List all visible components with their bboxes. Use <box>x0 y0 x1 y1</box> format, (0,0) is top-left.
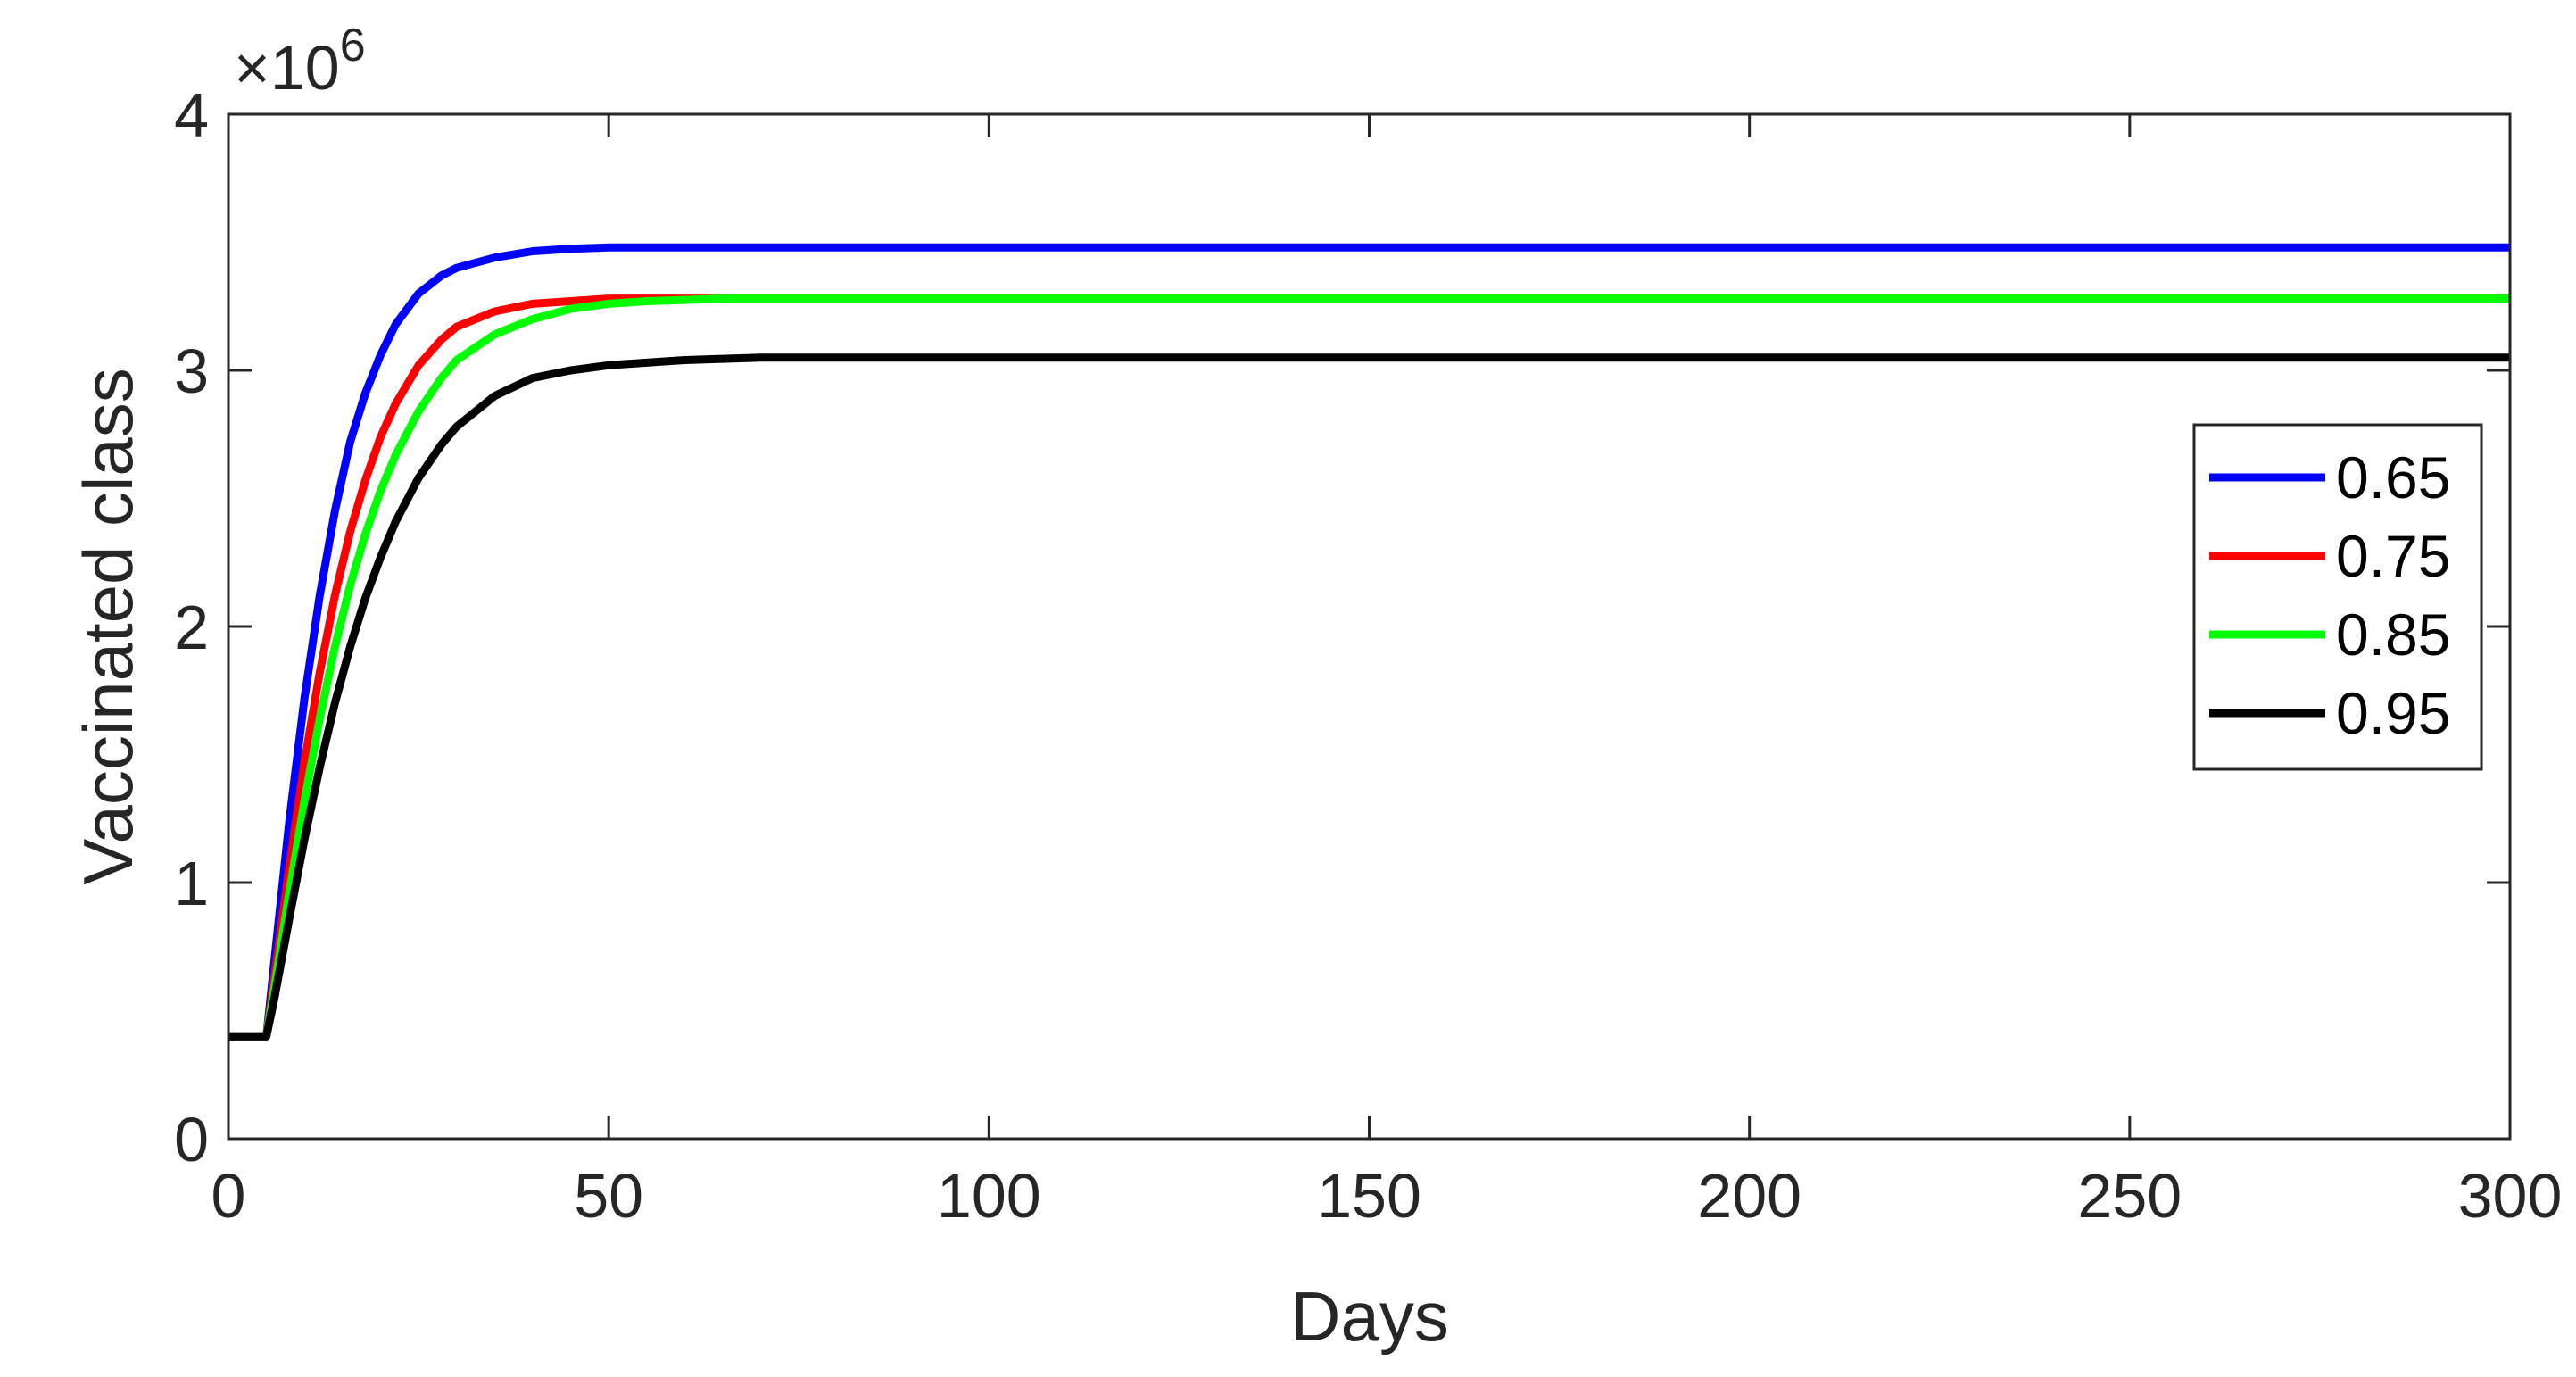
x-tick-label: 300 <box>2458 1161 2563 1231</box>
legend-label-0.75: 0.75 <box>2336 523 2450 589</box>
y-tick-label: 4 <box>174 80 209 150</box>
series-line-0.95 <box>228 353 2510 1041</box>
y-tick-label: 0 <box>174 1105 209 1174</box>
axis-tick-labels: 0 50 100 150 200 250 300 0 1 2 3 4 <box>174 80 2562 1231</box>
legend-label-0.95: 0.95 <box>2336 680 2450 746</box>
y-axis-title: Vaccinated class <box>69 368 147 885</box>
y-exponent-label: ×106 <box>234 20 366 103</box>
series-line-0.85 <box>228 294 2510 1041</box>
legend-label-0.85: 0.85 <box>2336 601 2450 668</box>
legend-label-0.65: 0.65 <box>2336 444 2450 510</box>
x-tick-label: 250 <box>2077 1161 2182 1231</box>
y-tick-label: 2 <box>174 593 209 662</box>
x-tick-label: 150 <box>1317 1161 1421 1231</box>
x-tick-label: 200 <box>1697 1161 1802 1231</box>
axis-ticks <box>227 112 2512 1141</box>
legend: 0.65 0.75 0.85 0.95 <box>2192 423 2483 771</box>
x-tick-label: 50 <box>574 1161 643 1231</box>
x-axis-title: Days <box>1290 1277 1449 1356</box>
y-tick-label: 3 <box>174 336 209 406</box>
y-exponent-power: 6 <box>340 20 366 71</box>
x-tick-label: 100 <box>937 1161 1041 1231</box>
y-tick-label: 1 <box>174 849 209 918</box>
x-tick-label: 0 <box>211 1161 246 1231</box>
plot-lines <box>228 243 2510 1041</box>
series-line-0.65 <box>228 243 2510 1041</box>
